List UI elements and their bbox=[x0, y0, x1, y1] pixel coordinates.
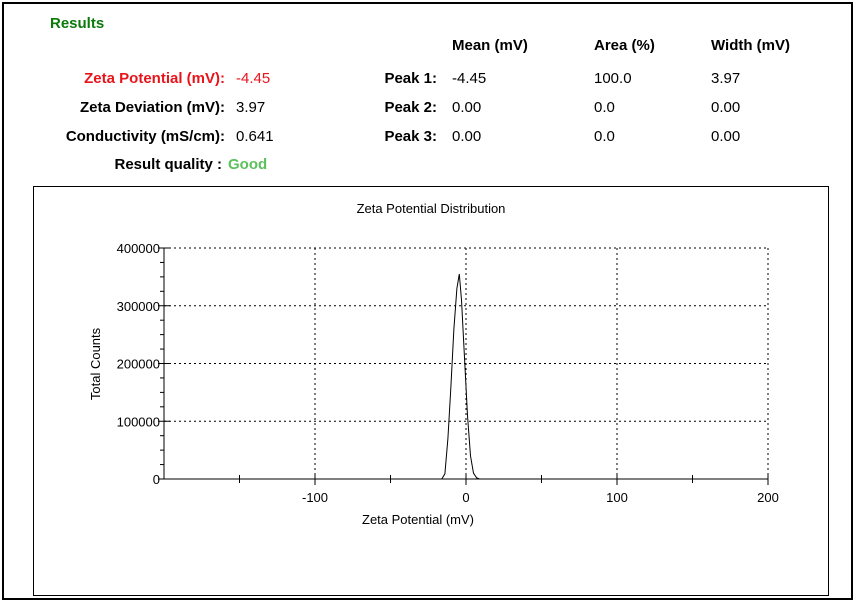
x-tick-label: 0 bbox=[462, 490, 469, 505]
y-tick-label: 0 bbox=[153, 472, 160, 487]
results-panel: Results Zeta Potential (mV): -4.45 Zeta … bbox=[2, 2, 853, 600]
peak-2-mean: 0.00 bbox=[452, 99, 482, 116]
chart-title: Zeta Potential Distribution bbox=[357, 201, 506, 216]
y-tick-label: 100000 bbox=[117, 414, 160, 429]
x-tick-label: -100 bbox=[302, 490, 328, 505]
distribution-line bbox=[164, 273, 768, 480]
peak-2-label: Peak 2: bbox=[384, 99, 437, 116]
result-quality-value: Good bbox=[228, 156, 268, 173]
y-tick-label: 400000 bbox=[117, 241, 160, 256]
mean-header: Mean (mV) bbox=[452, 37, 528, 54]
peak-1-width: 3.97 bbox=[711, 70, 741, 87]
y-axis-label: Total Counts bbox=[88, 327, 103, 400]
zeta-potential-label: Zeta Potential (mV): bbox=[84, 70, 225, 87]
y-tick-label: 200000 bbox=[117, 357, 160, 372]
result-quality-label: Result quality : bbox=[114, 156, 222, 173]
zeta-deviation-label: Zeta Deviation (mV): bbox=[79, 99, 225, 116]
y-tick-label: 300000 bbox=[117, 299, 160, 314]
conductivity-label: Conductivity (mS/cm): bbox=[65, 128, 225, 145]
zeta-potential-value: -4.45 bbox=[236, 70, 271, 87]
peak-3-mean: 0.00 bbox=[452, 128, 482, 145]
peak-2-width: 0.00 bbox=[711, 99, 741, 116]
chart-canvas: Zeta Potential Distribution Zeta Potenti… bbox=[88, 201, 779, 527]
zeta-deviation-value: 3.97 bbox=[236, 99, 266, 116]
zeta-distribution-chart: Zeta Potential Distribution Zeta Potenti… bbox=[33, 186, 829, 596]
peak-3-label: Peak 3: bbox=[384, 128, 437, 145]
results-title: Results bbox=[50, 15, 105, 32]
peak-3-area: 0.0 bbox=[594, 128, 615, 145]
peak-1-label: Peak 1: bbox=[384, 70, 437, 87]
peak-2-area: 0.0 bbox=[594, 99, 615, 116]
conductivity-value: 0.641 bbox=[236, 128, 274, 145]
x-tick-label: 200 bbox=[757, 490, 779, 505]
peak-1-area: 100.0 bbox=[594, 70, 632, 87]
area-header: Area (%) bbox=[594, 37, 655, 54]
peak-1-mean: -4.45 bbox=[452, 70, 487, 87]
width-header: Width (mV) bbox=[711, 37, 791, 54]
x-tick-label: 100 bbox=[606, 490, 628, 505]
peak-3-width: 0.00 bbox=[711, 128, 741, 145]
x-axis-label: Zeta Potential (mV) bbox=[362, 512, 474, 527]
